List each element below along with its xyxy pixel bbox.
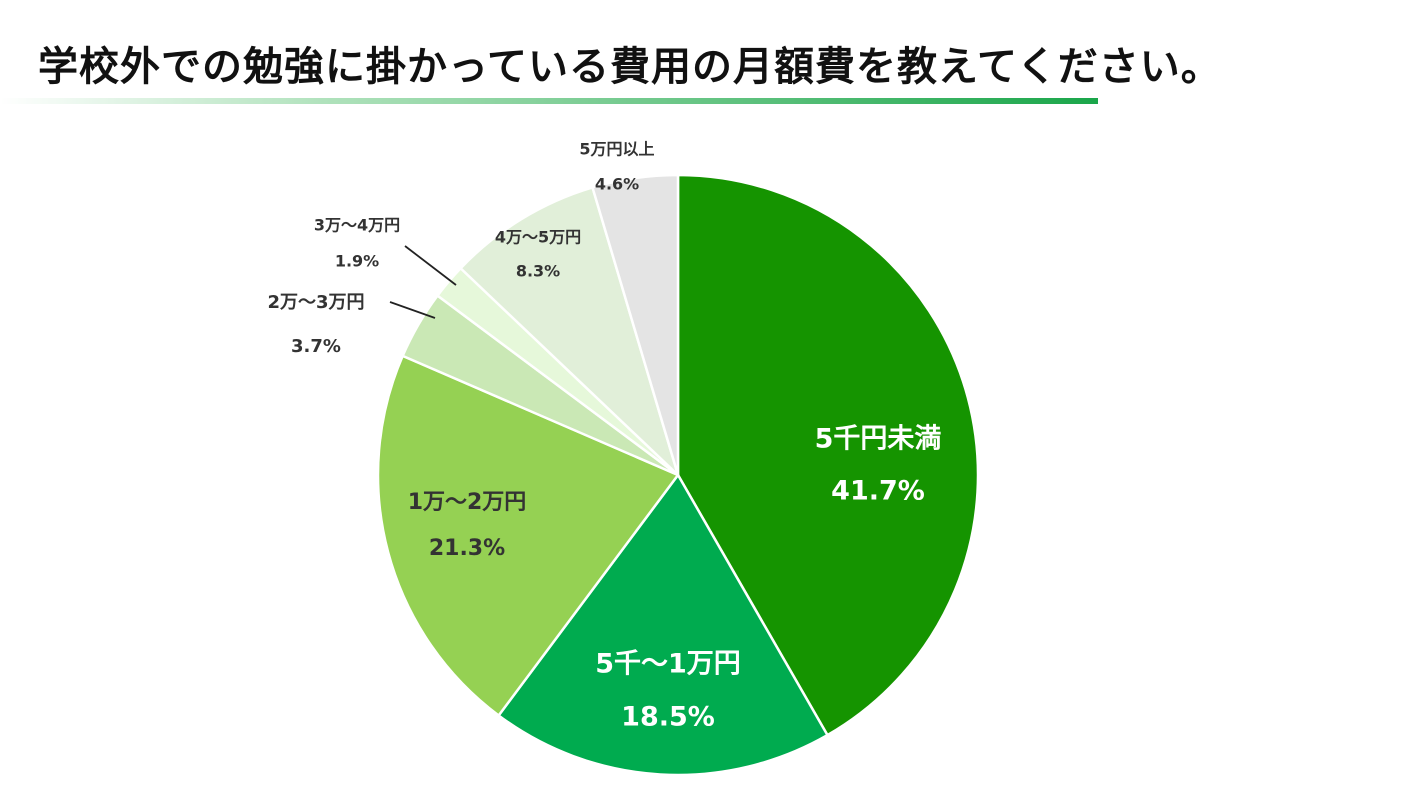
pie-slices: [376, 173, 980, 777]
slice-value-label-6: 8.3%: [516, 262, 560, 281]
slice-value-label-5: 1.9%: [335, 252, 379, 271]
leader-line-5: [404, 245, 457, 286]
slice-value-label-2: 18.5%: [621, 702, 715, 733]
pie-slice-1: [676, 173, 980, 737]
slice-value-label-7: 4.6%: [595, 175, 639, 194]
slice-label-4: 2万〜3万円: [267, 292, 364, 313]
slice-label-1: 5千円未満: [815, 424, 942, 455]
chart-title: 学校外での勉強に掛かっている費用の月額費を教えてください。: [38, 44, 1222, 90]
slice-label-3: 1万〜2万円: [408, 490, 527, 515]
slice-label-6: 4万〜5万円: [495, 228, 581, 247]
leader-lines: [389, 245, 457, 319]
pie-slice-3: [376, 354, 680, 717]
slice-value-label-1: 41.7%: [831, 476, 925, 507]
leader-line-4: [389, 301, 436, 319]
slice-value-label-3: 21.3%: [429, 536, 505, 561]
pie-slice-6: [459, 186, 680, 477]
slice-value-label-4: 3.7%: [291, 336, 341, 357]
pie-slice-2: [497, 473, 829, 777]
slice-label-7: 5万円以上: [579, 140, 654, 159]
pie-slice-7: [591, 173, 680, 477]
slice-label-2: 5千〜1万円: [595, 649, 741, 680]
slice-label-5: 3万〜4万円: [314, 216, 400, 235]
slice-labels: 5千円未満 41.7% 5千〜1万円 18.5% 1万〜2万円 21.3% 2万〜3万円 3.…: [267, 140, 941, 733]
title-underline: [0, 98, 1098, 104]
